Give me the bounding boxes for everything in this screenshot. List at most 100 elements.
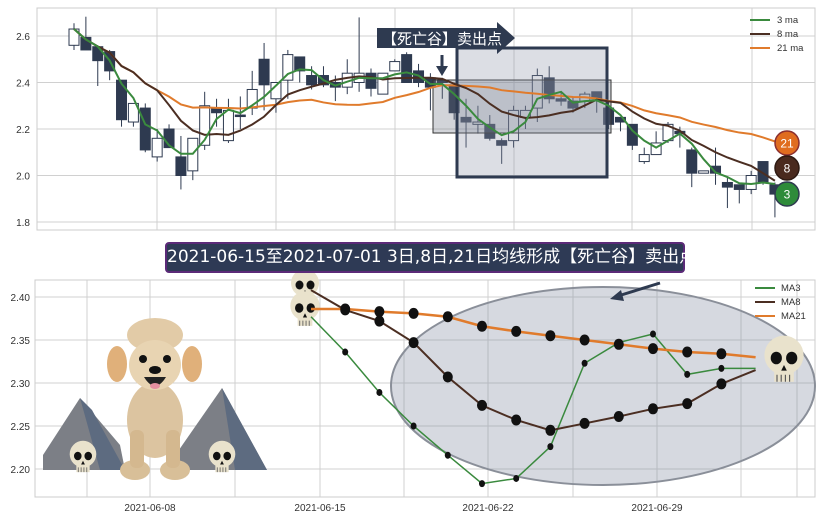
- skull-jaw: [215, 463, 229, 473]
- candle-down: [234, 114, 246, 118]
- point-ma8: [477, 399, 487, 411]
- point-ma8: [442, 371, 453, 383]
- arrow-icon: [610, 281, 661, 301]
- top-grid: [37, 8, 815, 230]
- point-ma21: [511, 325, 522, 337]
- x-tick-label: 2021-06-29: [631, 503, 683, 514]
- skull-eye: [306, 280, 315, 290]
- candle-up: [650, 142, 662, 156]
- legend-ma3: MA3: [781, 283, 801, 294]
- point-ma3: [513, 474, 520, 482]
- bottom-legend: MA3 MA8 MA21: [755, 283, 806, 322]
- candle-up: [282, 54, 294, 81]
- ma-line-21: [73, 28, 776, 143]
- point-ma3: [650, 330, 656, 338]
- ma-line-8: [73, 28, 776, 182]
- point-ma8: [408, 337, 419, 349]
- point-ma8: [613, 411, 624, 423]
- line-ma3: [310, 316, 756, 485]
- point-ma21: [682, 346, 693, 358]
- x-tick-label: 2021-06-15: [294, 503, 346, 514]
- candle-down: [139, 107, 151, 151]
- candle-up: [698, 170, 710, 174]
- x-tick-label: 2021-06-08: [124, 503, 176, 514]
- point-ma3: [410, 422, 417, 430]
- point-ma8: [716, 378, 727, 390]
- skull-icon: [208, 440, 236, 473]
- y-tick-label: 2.4: [16, 79, 30, 90]
- skull-teeth: [216, 467, 227, 473]
- candle-down: [258, 58, 270, 86]
- candle-down: [175, 156, 187, 176]
- candle-down: [614, 116, 626, 123]
- candle-down: [686, 149, 698, 174]
- skull-eye: [73, 451, 82, 461]
- svg-text:8: 8: [784, 162, 791, 176]
- candle-up: [377, 72, 389, 95]
- y-tick-label: 2.25: [11, 422, 31, 433]
- point-ma3: [479, 480, 485, 488]
- candlestick-chart: 1.8 2.0 2.2 2.4 2.6 【死亡谷】卖出点 3 ma 8 ma 21 ma…: [16, 7, 816, 231]
- death-valley-ellipse: [390, 286, 816, 486]
- candle-down: [721, 181, 733, 188]
- svg-text:3: 3: [784, 188, 791, 202]
- skull-icon: [69, 440, 97, 473]
- point-ma21: [613, 338, 624, 350]
- skull-nose: [220, 460, 224, 465]
- skull-eye: [212, 451, 221, 461]
- candle-up: [199, 105, 211, 146]
- point-ma21: [545, 330, 556, 342]
- ma-line-3: [73, 28, 776, 186]
- candle-down: [543, 77, 555, 100]
- top-y-axis: 1.8 2.0 2.2 2.4 2.6: [16, 32, 30, 229]
- candle-down: [116, 79, 128, 121]
- candle-down: [306, 75, 318, 86]
- candle-down: [80, 36, 92, 51]
- point-ma21: [442, 311, 453, 323]
- candle-down: [460, 116, 472, 123]
- line-ma21: [311, 307, 756, 359]
- y-tick-label: 2.40: [11, 293, 31, 304]
- badge-21: 21: [774, 130, 800, 156]
- y-tick-label: 1.8: [16, 218, 30, 229]
- point-ma21: [648, 343, 658, 355]
- point-ma8: [579, 417, 590, 429]
- point-ma8: [511, 414, 522, 426]
- death-valley-box: [455, 46, 609, 179]
- legend-8ma: 8 ma: [777, 29, 799, 40]
- candle-down: [496, 140, 508, 146]
- candle-up: [638, 154, 650, 163]
- candle-down: [555, 98, 567, 102]
- skull-icon: [290, 291, 320, 326]
- badge-8: 8: [774, 155, 800, 181]
- skull-jaw: [76, 463, 90, 473]
- skull-head: [208, 440, 236, 468]
- skull-teeth: [299, 320, 310, 326]
- candle-down: [603, 107, 615, 125]
- point-ma3: [376, 388, 383, 396]
- candle-down: [365, 72, 377, 89]
- candle-down: [733, 184, 745, 190]
- ma-lines: [73, 28, 776, 186]
- y-tick-label: 2.6: [16, 32, 30, 43]
- skull-icon: [764, 335, 804, 382]
- skull-eye: [84, 451, 93, 461]
- annotation-banner: 【死亡谷】卖出点: [377, 22, 515, 54]
- svg-text:21: 21: [780, 137, 794, 151]
- point-ma8: [545, 424, 556, 436]
- skull-head: [290, 291, 320, 321]
- skull-eye: [786, 351, 798, 365]
- point-ma21: [579, 334, 590, 346]
- point-ma3: [547, 443, 554, 451]
- candle-up: [151, 137, 163, 158]
- point-ma3: [684, 370, 691, 378]
- annotation-text: 【死亡谷】卖出点: [382, 30, 502, 48]
- legend-ma8: MA8: [781, 297, 801, 308]
- skull-jaw: [297, 316, 313, 326]
- point-ma21: [340, 303, 351, 315]
- skull-nose: [781, 365, 787, 371]
- point-ma3: [718, 364, 725, 372]
- skull-jaw: [774, 369, 794, 382]
- candle-down: [401, 54, 413, 83]
